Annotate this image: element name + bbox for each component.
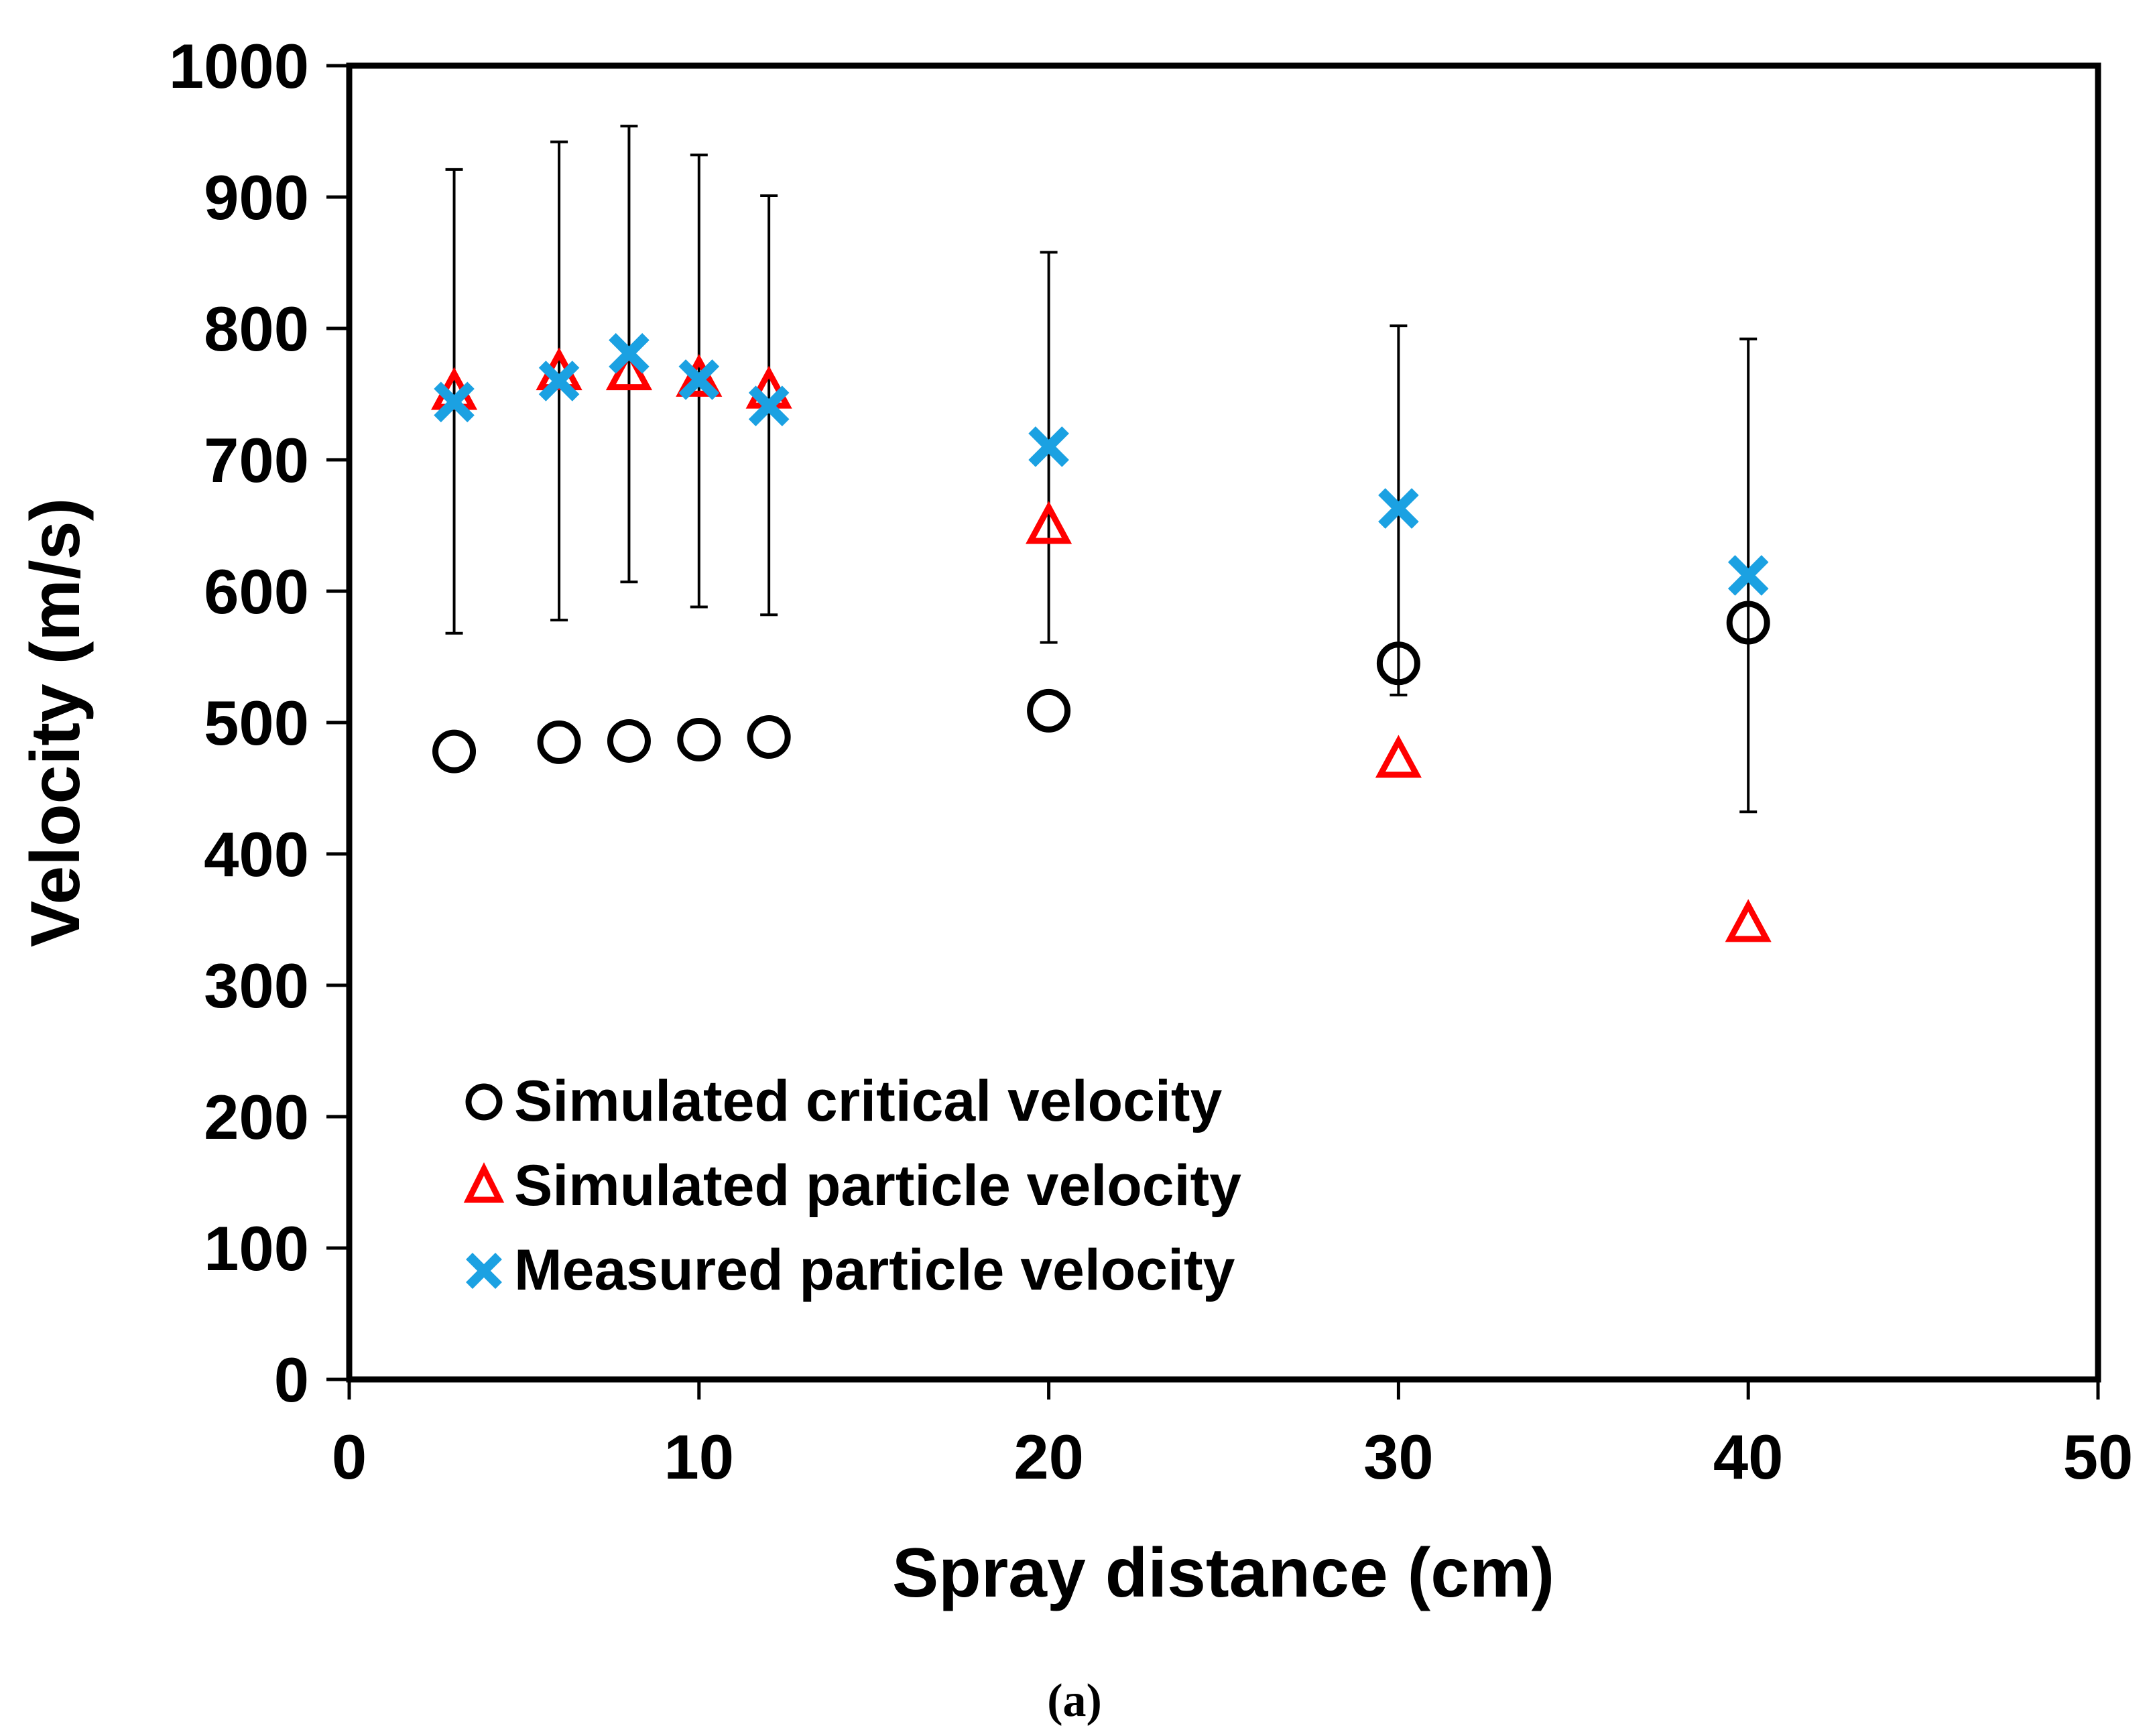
simulated-particle-velocity-point bbox=[605, 347, 652, 391]
simulated-particle-velocity-point bbox=[1375, 735, 1422, 778]
legend-label-simulated-particle-velocity: Simulated particle velocity bbox=[514, 1154, 1241, 1218]
legend-item-measured-particle-velocity: Measured particle velocity bbox=[466, 1238, 1235, 1302]
legend-item-critical-velocity: Simulated critical velocity bbox=[465, 1069, 1222, 1133]
y-axis-title: Velocity (m/s) bbox=[17, 498, 95, 947]
critical-velocity-point bbox=[432, 729, 477, 773]
y-tick-label: 400 bbox=[204, 819, 309, 889]
measured-particle-velocity-point bbox=[1727, 555, 1769, 596]
critical-velocity-point bbox=[537, 720, 581, 764]
x-axis-title: Spray distance (cm) bbox=[892, 1534, 1554, 1612]
critical-velocity-point bbox=[1027, 688, 1071, 733]
simulated-particle-velocity-point bbox=[1026, 501, 1072, 544]
x-tick-label: 30 bbox=[1363, 1422, 1434, 1492]
y-tick-label: 700 bbox=[204, 425, 309, 495]
measured-particle-velocity-point bbox=[434, 381, 475, 423]
legend-triangle-marker bbox=[463, 1162, 505, 1203]
y-tick-label: 500 bbox=[204, 688, 309, 758]
legend-label-critical-velocity: Simulated critical velocity bbox=[514, 1069, 1222, 1133]
measured-particle-velocity-point bbox=[748, 385, 790, 426]
x-axis: 0 10 20 30 40 50 bbox=[332, 1379, 2133, 1492]
y-tick-label: 800 bbox=[204, 294, 309, 364]
critical-velocity-point bbox=[677, 717, 721, 761]
legend-cross-marker bbox=[466, 1253, 502, 1289]
critical-velocity-point bbox=[1376, 641, 1420, 686]
y-tick-label: 900 bbox=[204, 162, 309, 233]
x-tick-label: 50 bbox=[2063, 1422, 2134, 1492]
data-markers bbox=[430, 332, 1772, 942]
y-tick-label: 600 bbox=[204, 556, 309, 627]
x-tick-label: 20 bbox=[1013, 1422, 1084, 1492]
critical-velocity-point bbox=[607, 719, 651, 763]
x-tick-label: 10 bbox=[664, 1422, 735, 1492]
y-tick-label: 0 bbox=[274, 1345, 309, 1415]
simulated-particle-velocity-point bbox=[1725, 899, 1772, 942]
legend-item-simulated-particle-velocity: Simulated particle velocity bbox=[463, 1154, 1241, 1218]
figure-caption: (a) bbox=[1047, 1675, 1102, 1727]
critical-velocity-point bbox=[1726, 601, 1770, 645]
y-axis: 0 100 200 300 400 500 600 700 800 900 1000 bbox=[169, 31, 349, 1415]
x-tick-label: 0 bbox=[332, 1422, 367, 1492]
measured-particle-velocity-point bbox=[538, 361, 580, 401]
y-tick-label: 100 bbox=[204, 1213, 309, 1284]
legend-circle-marker bbox=[465, 1083, 503, 1121]
y-tick-label: 300 bbox=[204, 950, 309, 1021]
measured-particle-velocity-point bbox=[609, 332, 650, 374]
legend-label-measured-particle-velocity: Measured particle velocity bbox=[514, 1238, 1235, 1302]
y-tick-label: 200 bbox=[204, 1082, 309, 1152]
y-tick-label: 1000 bbox=[169, 31, 309, 101]
legend: Simulated critical velocity Simulated pa… bbox=[463, 1069, 1241, 1302]
x-tick-label: 40 bbox=[1713, 1422, 1784, 1492]
critical-velocity-point bbox=[747, 715, 791, 759]
measured-particle-velocity-point bbox=[1378, 488, 1419, 529]
measured-particle-velocity-point bbox=[1028, 426, 1069, 467]
measured-particle-velocity-point bbox=[678, 359, 720, 400]
